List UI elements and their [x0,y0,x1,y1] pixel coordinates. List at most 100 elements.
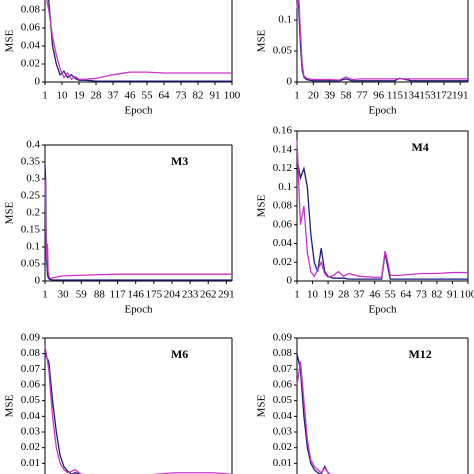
y-tick-label: 0.15 [21,224,41,236]
y-tick-label: 0.06 [21,379,41,391]
x-tick-label: 153 [419,90,436,102]
x-tick-label: 175 [146,289,163,301]
x-tick-label: 1 [294,289,300,301]
panel-title: M12 [408,347,431,361]
y-tick-label: 0.03 [21,426,41,438]
x-axis-label: Epoch [368,304,397,316]
y-axis-label: MSE [4,394,16,417]
x-tick-label: 204 [164,289,181,301]
series-line [296,361,334,474]
x-tick-label: 39 [324,90,336,102]
series-line [44,178,232,279]
x-tick-label: 1 [42,90,48,102]
y-tick-label: 0.1 [278,181,292,193]
x-tick-label: 262 [200,289,217,301]
x-tick-label: 82 [431,289,442,301]
x-tick-label: 28 [91,90,103,102]
series-line [296,140,468,279]
x-tick-label: 115 [387,90,404,102]
y-tick-label: 0.25 [21,190,41,202]
x-tick-label: 55 [142,90,154,102]
y-tick-label: 0.35 [21,156,41,168]
x-tick-label: 91 [210,90,221,102]
x-tick-label: 1 [42,289,48,301]
x-tick-label: 64 [159,90,171,102]
y-tick-label: 0.01 [21,457,40,469]
x-tick-label: 100 [224,90,241,102]
series-line [296,0,468,81]
x-tick-label: 146 [127,289,144,301]
y-axis-label: MSE [256,394,268,417]
panel-title: M4 [411,140,428,154]
y-tick-label: 0.02 [273,256,292,268]
y-tick-label: 0.03 [273,426,293,438]
y-axis-label: MSE [256,29,268,52]
x-tick-label: 73 [176,90,188,102]
x-axis-label: Epoch [124,304,153,316]
series-line [46,0,232,81]
x-tick-label: 59 [76,289,88,301]
x-tick-label: 77 [357,90,369,102]
x-tick-label: 19 [323,289,335,301]
y-tick-label: 0.1 [26,241,40,253]
y-tick-label: 0.04 [273,237,293,249]
x-tick-label: 82 [193,90,204,102]
x-tick-label: 55 [385,289,397,301]
x-tick-label: 10 [307,289,319,301]
x-tick-label: 28 [338,289,350,301]
x-tick-label: 134 [403,90,420,102]
x-tick-label: 88 [94,289,106,301]
series-line [297,0,468,82]
y-tick-label: 0 [35,275,41,287]
x-tick-label: 233 [182,289,199,301]
y-tick-label: 0.09 [273,332,293,344]
y-tick-label: 0 [287,275,293,287]
y-tick-label: 0.04 [273,410,293,422]
x-tick-label: 191 [452,90,469,102]
y-tick-label: 0.2 [26,207,40,219]
y-tick-label: 0.07 [273,363,293,375]
y-tick-label: 0.1 [278,14,292,26]
y-tick-label: 0.09 [21,332,41,344]
y-tick-label: 0.02 [21,58,40,70]
x-tick-label: 117 [110,289,127,301]
y-tick-label: 0.06 [21,22,41,34]
y-tick-label: 0.12 [273,162,292,174]
x-tick-label: 20 [308,90,320,102]
y-axis-label: MSE [4,29,16,52]
x-tick-label: 172 [436,90,453,102]
x-tick-label: 96 [373,90,385,102]
y-axis-label: MSE [256,194,268,217]
x-tick-label: 19 [74,90,86,102]
y-tick-label: 0.08 [273,347,293,359]
y-tick-label: 0.08 [273,200,293,212]
y-tick-label: 0.08 [21,4,41,16]
series-line [296,159,468,280]
y-tick-label: 0 [287,76,293,88]
y-tick-label: 0.05 [273,394,293,406]
x-tick-label: 10 [57,90,69,102]
x-tick-label: 37 [354,289,366,301]
y-tick-label: 0.06 [273,379,293,391]
series-line [44,345,233,474]
y-tick-label: 0.02 [273,441,292,453]
y-tick-label: 0.14 [273,143,293,155]
x-tick-label: 291 [218,289,235,301]
y-tick-label: 0.16 [273,125,293,137]
y-tick-label: 0.04 [21,40,41,52]
panel-title: M3 [171,154,188,168]
x-tick-label: 58 [340,90,352,102]
y-tick-label: 0.02 [21,441,40,453]
x-tick-label: 30 [58,289,70,301]
y-tick-label: 0.08 [21,347,41,359]
y-tick-label: 0 [35,76,41,88]
x-tick-label: 91 [447,289,458,301]
y-tick-label: 0.3 [26,173,40,185]
x-tick-label: 1 [294,90,300,102]
x-tick-label: 46 [125,90,137,102]
y-tick-label: 0.04 [21,410,41,422]
y-tick-label: 0.05 [21,394,41,406]
y-tick-label: 0.4 [26,139,40,151]
y-axis-label: MSE [4,201,16,224]
